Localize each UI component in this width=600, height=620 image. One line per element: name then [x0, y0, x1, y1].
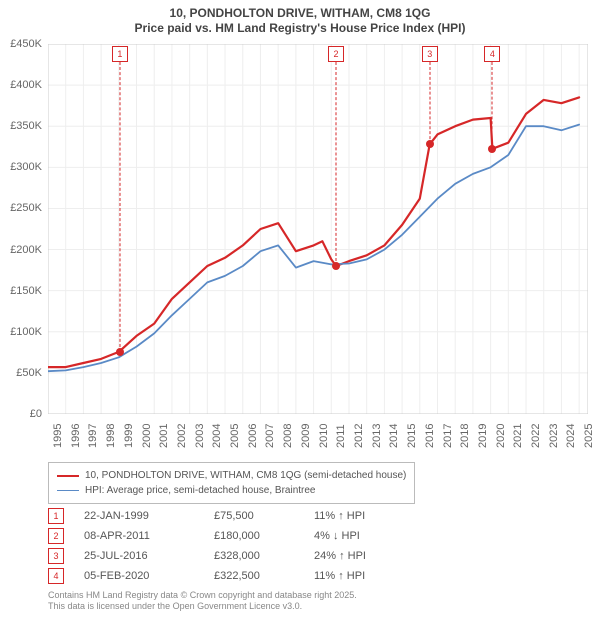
x-tick-label: 2014 — [388, 424, 400, 448]
chart-title: 10, PONDHOLTON DRIVE, WITHAM, CM8 1QG Pr… — [0, 0, 600, 36]
sale-badge: 3 — [48, 548, 64, 564]
y-tick-label: £0 — [30, 408, 42, 420]
x-tick-label: 2002 — [176, 424, 188, 448]
sale-date: 05-FEB-2020 — [84, 570, 214, 582]
x-tick-label: 2011 — [335, 424, 347, 448]
attribution-line-2: This data is licensed under the Open Gov… — [48, 601, 357, 612]
x-tick-label: 2000 — [141, 424, 153, 448]
y-tick-label: £100K — [10, 326, 42, 338]
marker-label: 3 — [422, 46, 438, 62]
x-tick-label: 2007 — [264, 424, 276, 448]
marker-guideline — [429, 62, 430, 144]
legend-item: 10, PONDHOLTON DRIVE, WITHAM, CM8 1QG (s… — [57, 468, 406, 483]
x-tick-label: 2016 — [424, 424, 436, 448]
x-tick-label: 2010 — [318, 424, 330, 448]
y-tick-label: £450K — [10, 38, 42, 50]
marker-label: 1 — [112, 46, 128, 62]
y-tick-label: £50K — [16, 367, 42, 379]
sale-row: 1 22-JAN-1999£75,50011% ↑ HPI — [48, 506, 424, 526]
sale-badge: 1 — [48, 508, 64, 524]
sale-row: 3 25-JUL-2016£328,00024% ↑ HPI — [48, 546, 424, 566]
marker-dot — [426, 140, 434, 148]
sale-delta: 24% ↑ HPI — [314, 550, 424, 562]
marker-guideline — [492, 62, 493, 149]
sale-delta: 11% ↑ HPI — [314, 570, 424, 582]
x-tick-label: 1998 — [105, 424, 117, 448]
sale-row: 4 05-FEB-2020£322,50011% ↑ HPI — [48, 566, 424, 586]
x-tick-label: 2018 — [459, 424, 471, 448]
sale-date: 25-JUL-2016 — [84, 550, 214, 562]
x-tick-label: 2009 — [300, 424, 312, 448]
marker-guideline — [119, 62, 120, 352]
x-tick-label: 1995 — [52, 424, 64, 448]
x-tick-label: 1996 — [70, 424, 82, 448]
legend-item: HPI: Average price, semi-detached house,… — [57, 483, 406, 498]
attribution-line-1: Contains HM Land Registry data © Crown c… — [48, 590, 357, 601]
marker-label: 2 — [328, 46, 344, 62]
x-tick-label: 2003 — [194, 424, 206, 448]
title-line-2: Price paid vs. HM Land Registry's House … — [0, 21, 600, 36]
y-tick-label: £200K — [10, 244, 42, 256]
marker-dot — [332, 262, 340, 270]
legend-swatch — [57, 490, 79, 491]
marker-label: 4 — [484, 46, 500, 62]
sale-delta: 11% ↑ HPI — [314, 510, 424, 522]
x-tick-label: 2017 — [442, 424, 454, 448]
sale-date: 08-APR-2011 — [84, 530, 214, 542]
x-tick-label: 2023 — [548, 424, 560, 448]
x-tick-label: 2012 — [353, 424, 365, 448]
x-tick-label: 2024 — [565, 424, 577, 448]
sale-row: 2 08-APR-2011£180,0004% ↓ HPI — [48, 526, 424, 546]
sale-date: 22-JAN-1999 — [84, 510, 214, 522]
sale-delta: 4% ↓ HPI — [314, 530, 424, 542]
x-tick-label: 2004 — [211, 424, 223, 448]
sale-price: £322,500 — [214, 570, 314, 582]
marker-dot — [116, 348, 124, 356]
legend-label: HPI: Average price, semi-detached house,… — [85, 483, 316, 498]
x-tick-label: 1999 — [123, 424, 135, 448]
x-tick-label: 2022 — [530, 424, 542, 448]
sale-price: £328,000 — [214, 550, 314, 562]
x-axis: 1995 1996 1997 1998 1999 2000 2001 2002 2003 2004… — [48, 414, 588, 462]
sale-price: £75,500 — [214, 510, 314, 522]
x-tick-label: 2013 — [371, 424, 383, 448]
marker-guideline — [336, 62, 337, 266]
x-tick-label: 2008 — [282, 424, 294, 448]
x-tick-label: 2005 — [229, 424, 241, 448]
y-tick-label: £400K — [10, 79, 42, 91]
x-tick-label: 2020 — [495, 424, 507, 448]
legend-label: 10, PONDHOLTON DRIVE, WITHAM, CM8 1QG (s… — [85, 468, 406, 483]
legend-swatch — [57, 475, 79, 477]
x-tick-label: 2021 — [512, 424, 524, 448]
title-line-1: 10, PONDHOLTON DRIVE, WITHAM, CM8 1QG — [0, 6, 600, 21]
y-tick-label: £150K — [10, 285, 42, 297]
y-tick-label: £350K — [10, 120, 42, 132]
x-tick-label: 2019 — [477, 424, 489, 448]
marker-dot — [488, 145, 496, 153]
sale-price: £180,000 — [214, 530, 314, 542]
x-tick-label: 2015 — [406, 424, 418, 448]
sale-badge: 2 — [48, 528, 64, 544]
x-tick-label: 1997 — [87, 424, 99, 448]
y-tick-label: £250K — [10, 202, 42, 214]
y-axis: £0£50K£100K£150K£200K£250K£300K£350K£400… — [0, 44, 46, 414]
plot-area: 1 2 3 4 — [48, 44, 588, 414]
y-tick-label: £300K — [10, 161, 42, 173]
legend: 10, PONDHOLTON DRIVE, WITHAM, CM8 1QG (s… — [48, 462, 415, 504]
x-tick-label: 2006 — [247, 424, 259, 448]
x-tick-label: 2001 — [158, 424, 170, 448]
sales-table: 122-JAN-1999£75,50011% ↑ HPI208-APR-2011… — [48, 506, 424, 586]
sale-badge: 4 — [48, 568, 64, 584]
attribution: Contains HM Land Registry data © Crown c… — [48, 590, 357, 613]
x-tick-label: 2025 — [583, 424, 595, 448]
